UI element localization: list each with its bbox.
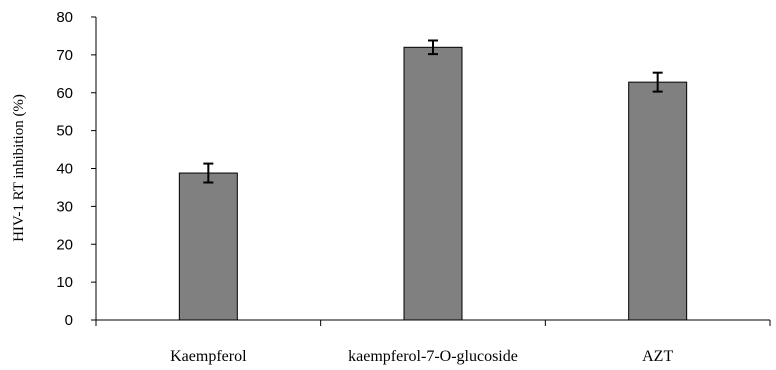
y-tick-label: 60 (56, 85, 73, 102)
bars (178, 46, 688, 321)
category-label: AZT (642, 348, 673, 365)
category-labels: Kaempferol kaempferol-7-O-glucoside AZT (170, 348, 673, 365)
y-tick-label: 30 (56, 198, 73, 215)
y-tick-label: 50 (56, 123, 73, 140)
y-tick-label: 0 (65, 312, 73, 329)
x-axis (95, 319, 771, 326)
y-tick-label: 10 (56, 274, 73, 291)
error-bars (203, 39, 663, 184)
y-axis: 0 10 20 30 40 50 60 70 80 (56, 9, 97, 329)
y-tick-label: 40 (56, 161, 73, 178)
y-tick-label: 70 (56, 47, 73, 64)
bar (628, 81, 688, 321)
category-label: Kaempferol (170, 348, 247, 365)
bar (403, 46, 463, 321)
category-label: kaempferol-7-O-glucoside (348, 348, 518, 365)
y-tick-label: 80 (56, 9, 73, 26)
y-axis-title: HIV-1 RT inhibition (%) (11, 94, 27, 242)
bar (178, 172, 238, 321)
y-tick-label: 20 (56, 236, 73, 253)
